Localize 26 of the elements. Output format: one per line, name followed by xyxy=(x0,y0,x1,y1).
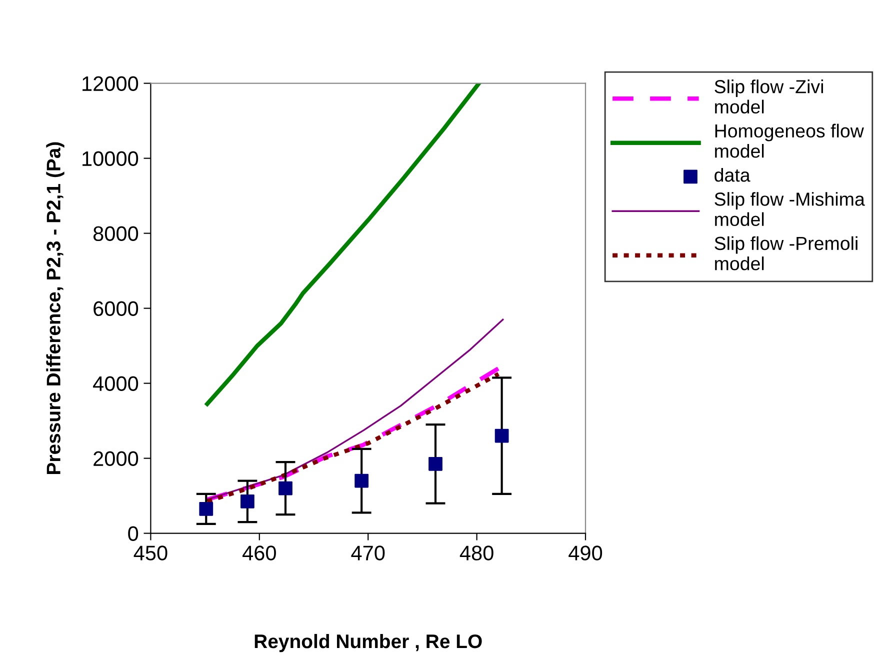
legend-label: Slip flow -Mishima model xyxy=(714,192,865,226)
x-axis-title: Reynold Number , Re LO xyxy=(254,634,482,652)
point xyxy=(278,481,292,496)
x-tick-label: 460 xyxy=(242,546,276,560)
x-tick-label: 480 xyxy=(460,546,494,560)
x-tick-label: 470 xyxy=(351,546,385,560)
point xyxy=(354,474,369,488)
y-tick-label: 10000 xyxy=(82,151,138,166)
y-axis-title: Pressure Difference, P2,3 - P2,1 (Pa) xyxy=(46,142,64,474)
point xyxy=(240,494,254,508)
legend-label: data xyxy=(714,168,750,182)
x-tick-label: 450 xyxy=(134,546,168,560)
y-tick-label: 8000 xyxy=(93,226,138,242)
point xyxy=(494,428,509,443)
y-tick-label: 12000 xyxy=(82,76,138,92)
line-series xyxy=(205,83,482,406)
line-series xyxy=(206,318,504,500)
point xyxy=(199,502,214,516)
y-tick-label: 0 xyxy=(128,526,138,542)
y-tick-label: 2000 xyxy=(94,451,138,466)
point xyxy=(428,456,442,471)
legend-label: Slip flow -Premoli model xyxy=(714,236,858,270)
x-tick-label: 490 xyxy=(568,546,602,560)
y-tick-label: 6000 xyxy=(94,301,138,316)
y-tick-label: 4000 xyxy=(93,376,138,392)
legend-label: Slip flow -Zivi model xyxy=(714,80,823,114)
